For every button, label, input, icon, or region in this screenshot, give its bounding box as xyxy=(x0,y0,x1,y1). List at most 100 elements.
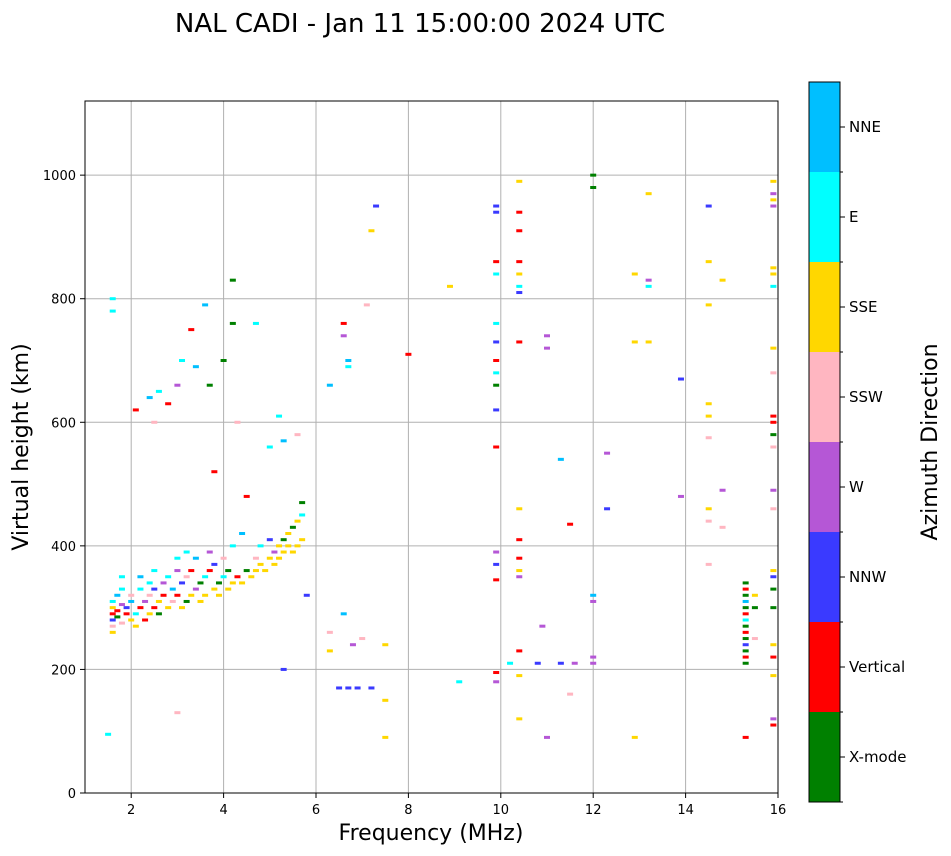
echo-point xyxy=(516,674,523,678)
y-tick-label: 0 xyxy=(68,787,76,802)
echo-point xyxy=(770,717,777,721)
echo-point xyxy=(516,291,523,295)
echo-point xyxy=(516,210,523,214)
echo-point xyxy=(368,686,375,690)
echo-point xyxy=(770,723,777,727)
echo-point xyxy=(285,532,292,535)
plot-frame xyxy=(84,100,779,794)
echo-point xyxy=(770,655,777,659)
echo-point xyxy=(590,655,597,659)
echo-point xyxy=(229,321,236,325)
echo-point xyxy=(299,513,306,517)
echo-point xyxy=(174,383,181,387)
echo-point xyxy=(705,303,712,307)
echo-point xyxy=(516,340,523,344)
echo-point xyxy=(114,609,121,613)
colorbar-segment xyxy=(809,532,840,622)
echo-point xyxy=(770,198,777,202)
echo-point xyxy=(280,439,287,443)
echo-point xyxy=(705,436,712,440)
echo-point xyxy=(516,556,523,560)
echo-point xyxy=(645,192,652,196)
echo-point xyxy=(493,260,500,264)
x-tick-label: 8 xyxy=(404,803,412,818)
echo-point xyxy=(174,711,181,715)
echo-point xyxy=(567,522,574,526)
echo-point xyxy=(294,433,301,437)
echo-point xyxy=(493,671,500,675)
echo-point xyxy=(742,599,749,603)
echo-point xyxy=(382,698,389,702)
colorbar-segment xyxy=(809,622,840,712)
echo-point xyxy=(132,624,139,628)
echo-point xyxy=(109,630,116,634)
echo-point xyxy=(239,532,246,535)
echo-point xyxy=(257,562,264,566)
echo-point xyxy=(705,507,712,511)
echo-point xyxy=(289,550,296,554)
echo-point xyxy=(544,334,550,338)
echo-point xyxy=(770,272,777,276)
echo-point xyxy=(142,618,149,622)
echo-point xyxy=(128,599,135,603)
echo-point xyxy=(516,507,523,511)
echo-point xyxy=(132,408,139,412)
colorbar-segment xyxy=(809,172,840,262)
echo-point xyxy=(359,637,366,641)
colorbar-segment xyxy=(809,262,840,352)
echo-point xyxy=(271,550,278,554)
echo-point xyxy=(239,581,246,585)
echo-point xyxy=(493,272,500,276)
echo-point xyxy=(742,643,749,647)
echo-point xyxy=(137,587,144,591)
echo-point xyxy=(151,606,158,610)
echo-point xyxy=(160,581,167,585)
colorbar-tick-label: SSE xyxy=(849,298,878,316)
echo-point xyxy=(262,569,269,573)
echo-point xyxy=(132,612,139,616)
echo-point xyxy=(571,661,578,665)
x-tick-label: 6 xyxy=(312,803,320,818)
echo-point xyxy=(248,575,255,579)
colorbar-tick-label: X-mode xyxy=(849,748,906,766)
echo-point xyxy=(742,606,749,610)
echo-point xyxy=(118,575,125,579)
echo-point xyxy=(493,371,500,375)
x-tick-label: 10 xyxy=(493,803,510,818)
echo-point xyxy=(534,661,541,665)
echo-point xyxy=(234,420,241,424)
chart-title: NAL CADI - Jan 11 15:00:00 2024 UTC xyxy=(175,9,665,39)
echo-point xyxy=(289,525,296,529)
echo-point xyxy=(493,578,500,582)
echo-point xyxy=(770,179,777,183)
echo-point xyxy=(742,612,749,616)
echo-point xyxy=(751,593,758,597)
echo-point xyxy=(206,383,213,387)
echo-point xyxy=(493,210,500,214)
echo-point xyxy=(118,603,125,607)
colorbar-segment xyxy=(809,352,840,442)
echo-point xyxy=(590,186,597,189)
echo-point xyxy=(567,692,574,696)
y-axis-label: Virtual height (km) xyxy=(9,343,34,550)
echo-point xyxy=(183,599,190,603)
echo-point xyxy=(128,618,135,622)
echo-point xyxy=(280,550,287,554)
echo-point xyxy=(109,309,116,313)
echo-point xyxy=(165,402,172,406)
echo-point xyxy=(303,593,310,597)
echo-point xyxy=(345,686,352,690)
echo-point xyxy=(206,550,213,554)
echo-point xyxy=(590,593,597,597)
x-axis-ticks: 2 4 6 8 10 12 14 16 xyxy=(127,793,786,818)
echo-point xyxy=(742,735,749,739)
echo-point xyxy=(742,661,749,665)
echo-point xyxy=(516,272,523,276)
echo-point xyxy=(220,359,227,362)
echo-point xyxy=(192,365,199,369)
echo-point xyxy=(225,587,232,591)
echo-point xyxy=(345,359,352,362)
echo-point xyxy=(105,732,112,736)
echo-point xyxy=(174,593,181,597)
